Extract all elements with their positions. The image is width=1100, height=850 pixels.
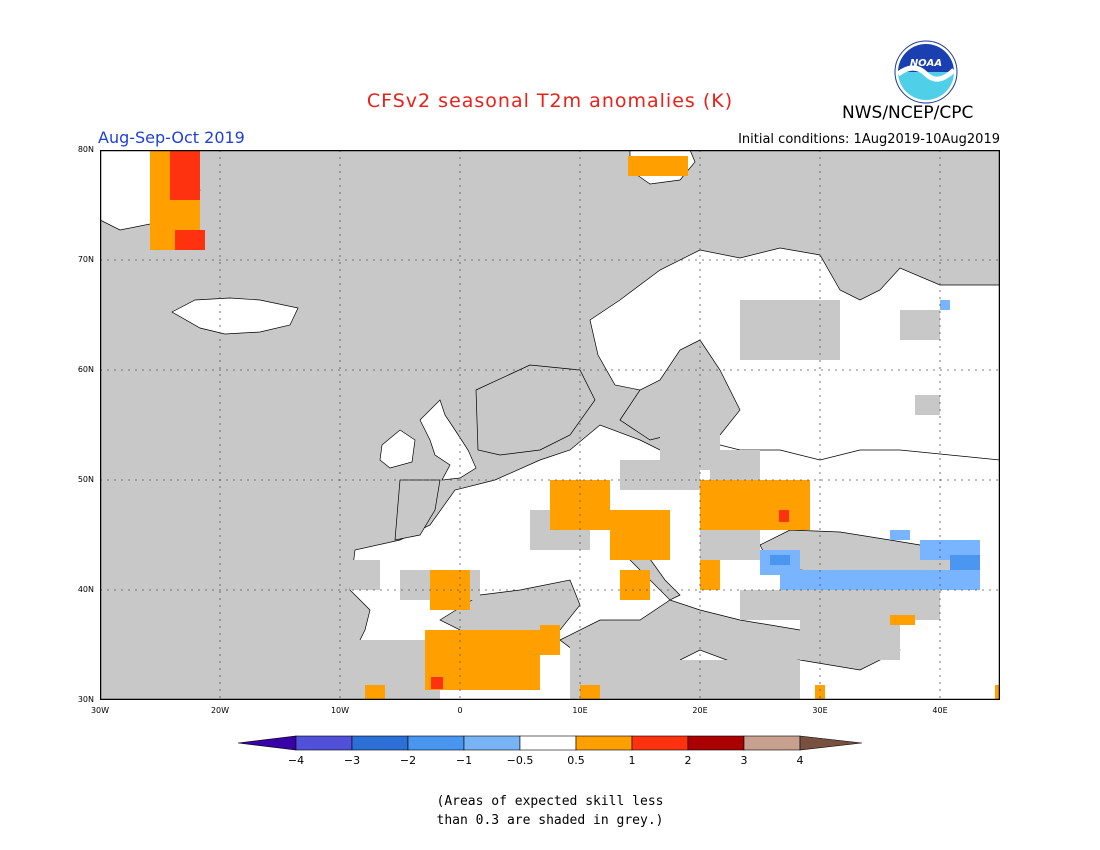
colorbar-segment-7 [631,735,689,751]
colorbar-segment-5 [519,735,577,751]
lon-label-0: 0 [457,706,463,715]
map-frame [100,150,1000,700]
agency-label: NWS/NCEP/CPC [842,103,974,123]
footnote-line-2: than 0.3 are shaded in grey.) [436,813,664,828]
footnote-line-1: (Areas of expected skill less [436,794,664,809]
lon-label-40e: 40E [932,706,948,715]
lat-label-30n: 30N [77,695,94,704]
cool-layer [760,300,980,590]
lon-label-20w: 20W [210,706,230,715]
colorbar-label: −3 [343,754,361,767]
land-ireland [379,429,416,469]
colorbar-label: 3 [740,754,748,767]
colorbar-label: −2 [399,754,417,767]
colorbar-label: −1 [455,754,473,767]
lat-label-70n: 70N [77,255,94,264]
colorbar-segment-6 [575,735,633,751]
lon-label-20e: 20E [692,706,708,715]
colorbar [238,735,862,751]
colorbar-segment-10 [799,735,862,751]
colorbar-label: 4 [796,754,804,767]
colorbar-segment-4 [463,735,521,751]
lon-label-30w: 30W [90,706,110,715]
footnote: (Areas of expected skill less than 0.3 a… [0,792,1100,830]
colorbar-segment-0 [238,735,297,751]
lon-label-10e: 10E [572,706,588,715]
land-britain [419,399,477,481]
lat-label-60n: 60N [77,365,94,374]
noaa-logo-text: NOAA [910,58,942,69]
colorbar-label: 0.5 [567,754,585,767]
colorbar-label: 2 [684,754,692,767]
sea-biscay [394,479,441,541]
lat-label-80n: 80N [77,145,94,154]
colorbar-label: 1 [628,754,636,767]
lon-label-10w: 10W [330,706,350,715]
lat-label-50n: 50N [77,475,94,484]
lon-label-30e: 30E [812,706,828,715]
sea-north [475,364,596,456]
colorbar-segment-8 [687,735,745,751]
colorbar-segment-1 [295,735,353,751]
low-skill-layer [340,300,940,700]
lat-label-40n: 40N [77,585,94,594]
anomaly-map [100,150,1000,700]
graticule [100,150,1000,700]
strong-warm-layer [170,150,789,689]
land-iceland [171,297,299,335]
colorbar-segment-9 [743,735,801,751]
colorbar-label: −4 [287,754,305,767]
colorbar-label: −0.5 [506,754,534,767]
initial-conditions: Initial conditions: 1Aug2019-10Aug2019 [738,132,1000,147]
colorbar-segment-3 [407,735,465,751]
colorbar-segment-2 [351,735,409,751]
cool-strong-layer [770,555,980,570]
forecast-period: Aug-Sep-Oct 2019 [98,128,245,147]
map-title: CFSv2 seasonal T2m anomalies (K) [366,90,734,112]
noaa-logo-icon: NOAA [894,40,958,104]
